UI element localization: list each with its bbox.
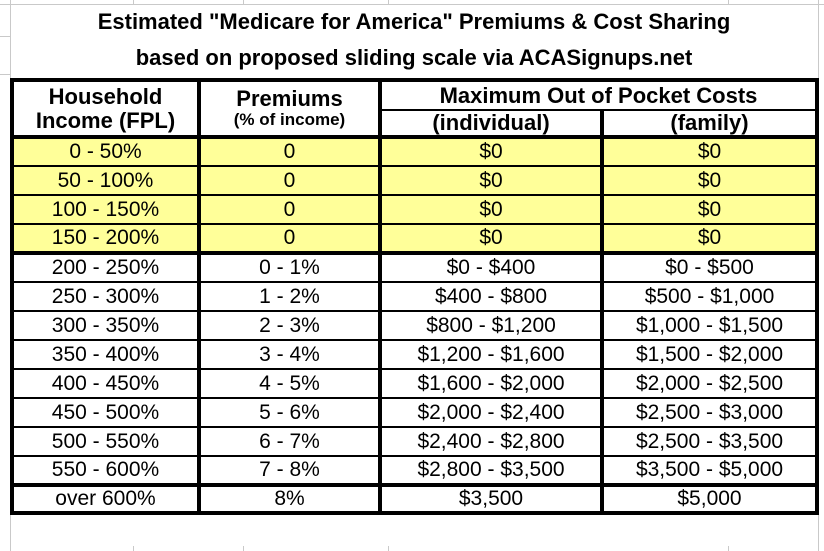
gridline xyxy=(243,0,244,5)
cell-moop-family: $0 xyxy=(600,223,819,254)
table-row: 550 - 600% 7 - 8% $2,800 - $3,500 $3,500 - … xyxy=(10,455,819,486)
table-row: 100 - 150% 0 $0 $0 xyxy=(10,194,819,225)
cell-premium: 4 - 5% xyxy=(197,368,382,399)
cell-household-income: 0 - 50% xyxy=(10,136,201,167)
gridline xyxy=(0,36,10,37)
cell-moop-individual: $0 - $400 xyxy=(378,251,604,283)
column-header-household-income: Household Income (FPL) xyxy=(10,79,201,139)
column-header-family: (family) xyxy=(600,109,819,139)
cell-household-income: 400 - 450% xyxy=(10,368,201,399)
cell-moop-individual: $800 - $1,200 xyxy=(378,310,604,341)
cell-moop-family: $0 - $500 xyxy=(600,251,819,283)
cell-household-income: 300 - 350% xyxy=(10,310,201,341)
cell-premium: 7 - 8% xyxy=(197,455,382,486)
gridline xyxy=(0,74,10,75)
household-income-line2: Income (FPL) xyxy=(35,107,176,133)
table-row: 150 - 200% 0 $0 $0 xyxy=(10,223,819,254)
cell-moop-individual: $0 xyxy=(378,136,604,167)
cell-premium: 1 - 2% xyxy=(197,281,382,312)
table-row: 50 - 100% 0 $0 $0 xyxy=(10,165,819,196)
cell-moop-individual: $2,000 - $2,400 xyxy=(378,397,604,428)
cell-premium: 5 - 6% xyxy=(197,397,382,428)
gridline xyxy=(243,546,244,551)
cell-moop-family: $500 - $1,000 xyxy=(600,281,819,312)
cell-household-income: 350 - 400% xyxy=(10,339,201,370)
cell-household-income: over 600% xyxy=(10,483,201,514)
table-row: 350 - 400% 3 - 4% $1,200 - $1,600 $1,500 - … xyxy=(10,339,819,370)
cell-moop-individual: $2,800 - $3,500 xyxy=(378,455,604,486)
cell-premium: 0 xyxy=(197,223,382,254)
column-header-max-out-of-pocket: Maximum Out of Pocket Costs xyxy=(378,79,819,111)
gridline xyxy=(0,4,824,5)
cell-household-income: 500 - 550% xyxy=(10,426,201,457)
cell-moop-individual: $3,500 xyxy=(378,483,604,514)
cell-moop-family: $0 xyxy=(600,194,819,225)
table-row: 450 - 500% 5 - 6% $2,000 - $2,400 $2,500 - … xyxy=(10,397,819,428)
cell-moop-individual: $1,600 - $2,000 xyxy=(378,368,604,399)
premiums-cost-sharing-table: Household Income (FPL) Premiums (% of in… xyxy=(10,78,819,515)
cell-household-income: 200 - 250% xyxy=(10,251,201,283)
title-line-1: Estimated "Medicare for America" Premium… xyxy=(97,8,731,34)
household-income-line1: Household xyxy=(48,83,163,109)
column-header-individual: (individual) xyxy=(378,109,604,139)
gridline xyxy=(728,0,729,5)
cell-moop-family: $2,000 - $2,500 xyxy=(600,368,819,399)
gridline xyxy=(388,0,389,5)
gridline xyxy=(133,546,134,551)
cell-moop-family: $0 xyxy=(600,136,819,167)
cell-household-income: 550 - 600% xyxy=(10,455,201,486)
cell-moop-family: $3,500 - $5,000 xyxy=(600,455,819,486)
table-body: 0 - 50% 0 $0 $0 50 - 100% 0 $0 $0 100 - 150% 0 $0 $… xyxy=(10,136,819,514)
cell-premium: 2 - 3% xyxy=(197,310,382,341)
premiums-sublabel: (% of income) xyxy=(233,110,346,130)
cell-moop-family: $2,500 - $3,500 xyxy=(600,426,819,457)
table-row: 300 - 350% 2 - 3% $800 - $1,200 $1,000 - $1… xyxy=(10,310,819,341)
cell-household-income: 50 - 100% xyxy=(10,165,201,196)
cell-household-income: 100 - 150% xyxy=(10,194,201,225)
title-line-2: based on proposed sliding scale via ACAS… xyxy=(135,44,693,70)
cell-moop-family: $0 xyxy=(600,165,819,196)
cell-premium: 8% xyxy=(197,483,382,514)
cell-moop-individual: $0 xyxy=(378,165,604,196)
cell-premium: 0 xyxy=(197,194,382,225)
cell-premium: 6 - 7% xyxy=(197,426,382,457)
cell-premium: 3 - 4% xyxy=(197,339,382,370)
table-title: Estimated "Medicare for America" Premium… xyxy=(10,4,818,76)
gridline xyxy=(133,0,134,5)
cell-household-income: 150 - 200% xyxy=(10,223,201,254)
cell-moop-individual: $1,200 - $1,600 xyxy=(378,339,604,370)
cell-moop-individual: $2,400 - $2,800 xyxy=(378,426,604,457)
cell-moop-individual: $0 xyxy=(378,223,604,254)
cell-premium: 0 - 1% xyxy=(197,251,382,283)
table-row: 500 - 550% 6 - 7% $2,400 - $2,800 $2,500 - … xyxy=(10,426,819,457)
cell-moop-individual: $0 xyxy=(378,194,604,225)
cell-moop-family: $1,000 - $1,500 xyxy=(600,310,819,341)
gridline xyxy=(728,546,729,551)
cell-moop-family: $2,500 - $3,000 xyxy=(600,397,819,428)
table-row: 400 - 450% 4 - 5% $1,600 - $2,000 $2,000 - … xyxy=(10,368,819,399)
table-row: 200 - 250% 0 - 1% $0 - $400 $0 - $500 xyxy=(10,251,819,283)
cell-household-income: 250 - 300% xyxy=(10,281,201,312)
cell-moop-family: $1,500 - $2,000 xyxy=(600,339,819,370)
table-row: 250 - 300% 1 - 2% $400 - $800 $500 - $1,000 xyxy=(10,281,819,312)
table-row: over 600% 8% $3,500 $5,000 xyxy=(10,483,819,514)
cell-moop-individual: $400 - $800 xyxy=(378,281,604,312)
cell-moop-family: $5,000 xyxy=(600,483,819,514)
cell-premium: 0 xyxy=(197,165,382,196)
premiums-label: Premiums xyxy=(236,86,343,112)
gridline xyxy=(388,546,389,551)
cell-premium: 0 xyxy=(197,136,382,167)
table-row: 0 - 50% 0 $0 $0 xyxy=(10,136,819,167)
cell-household-income: 450 - 500% xyxy=(10,397,201,428)
column-header-premiums: Premiums (% of income) xyxy=(197,79,382,139)
